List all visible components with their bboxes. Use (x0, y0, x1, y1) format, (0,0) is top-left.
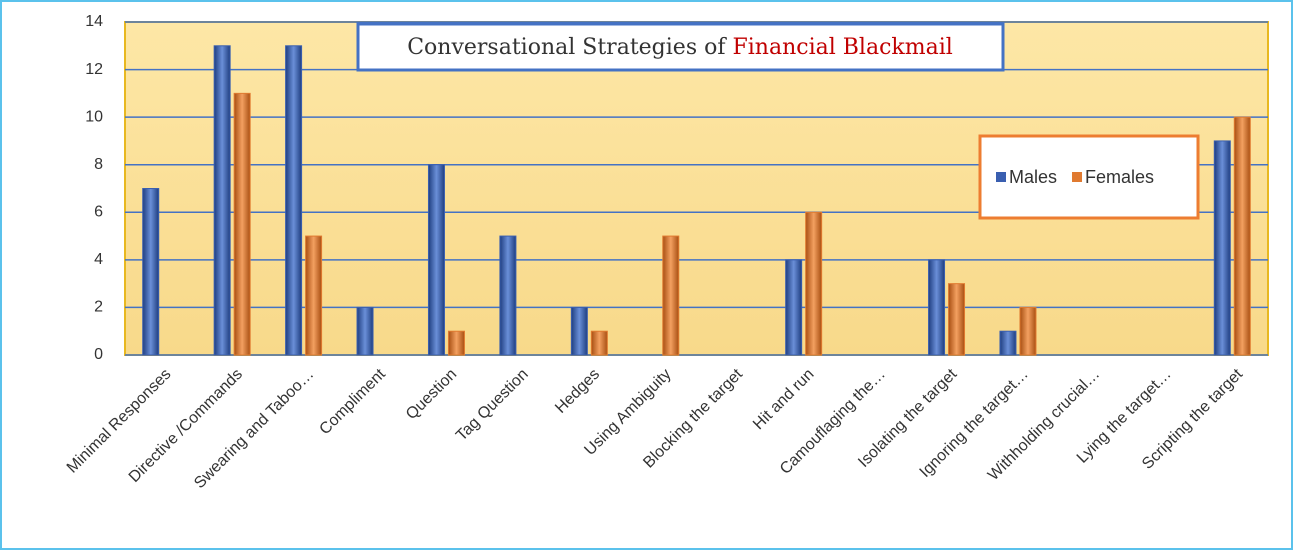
bar (590, 330, 608, 356)
bar (233, 92, 251, 356)
legend-label: Females (1085, 167, 1154, 187)
y-tick-label: 0 (94, 346, 103, 363)
bar (928, 259, 946, 356)
bar (1019, 306, 1037, 356)
bar (356, 306, 374, 356)
y-tick-label: 4 (94, 251, 103, 268)
y-tick-label: 2 (94, 299, 103, 316)
y-tick-label: 12 (85, 61, 103, 78)
title-box (356, 22, 1005, 72)
bar (142, 188, 160, 356)
legend-label: Males (1009, 167, 1057, 187)
bar (785, 259, 803, 356)
bar (999, 330, 1017, 356)
legend-swatch (1072, 172, 1083, 182)
bar (305, 235, 323, 356)
y-tick-label: 6 (94, 204, 103, 221)
title-text: Conversational Strategies of (407, 35, 727, 60)
y-tick-label: 10 (85, 108, 103, 125)
bar (499, 235, 517, 356)
legend-swatch (996, 172, 1006, 182)
bar (1233, 116, 1251, 356)
bar (662, 235, 680, 356)
bar (285, 45, 303, 356)
chart-title: Conversational Strategies of Financial Bl… (407, 35, 953, 60)
bar (948, 283, 966, 356)
bar (1213, 140, 1231, 356)
title-highlight: Financial Blackmail (733, 35, 953, 60)
bar (447, 330, 465, 356)
bar (213, 45, 231, 356)
legend-box (978, 134, 1200, 220)
bar (427, 164, 445, 356)
y-tick-label: 8 (94, 156, 103, 173)
y-tick-label: 14 (85, 13, 103, 30)
bar (805, 211, 823, 356)
bar (570, 306, 588, 356)
